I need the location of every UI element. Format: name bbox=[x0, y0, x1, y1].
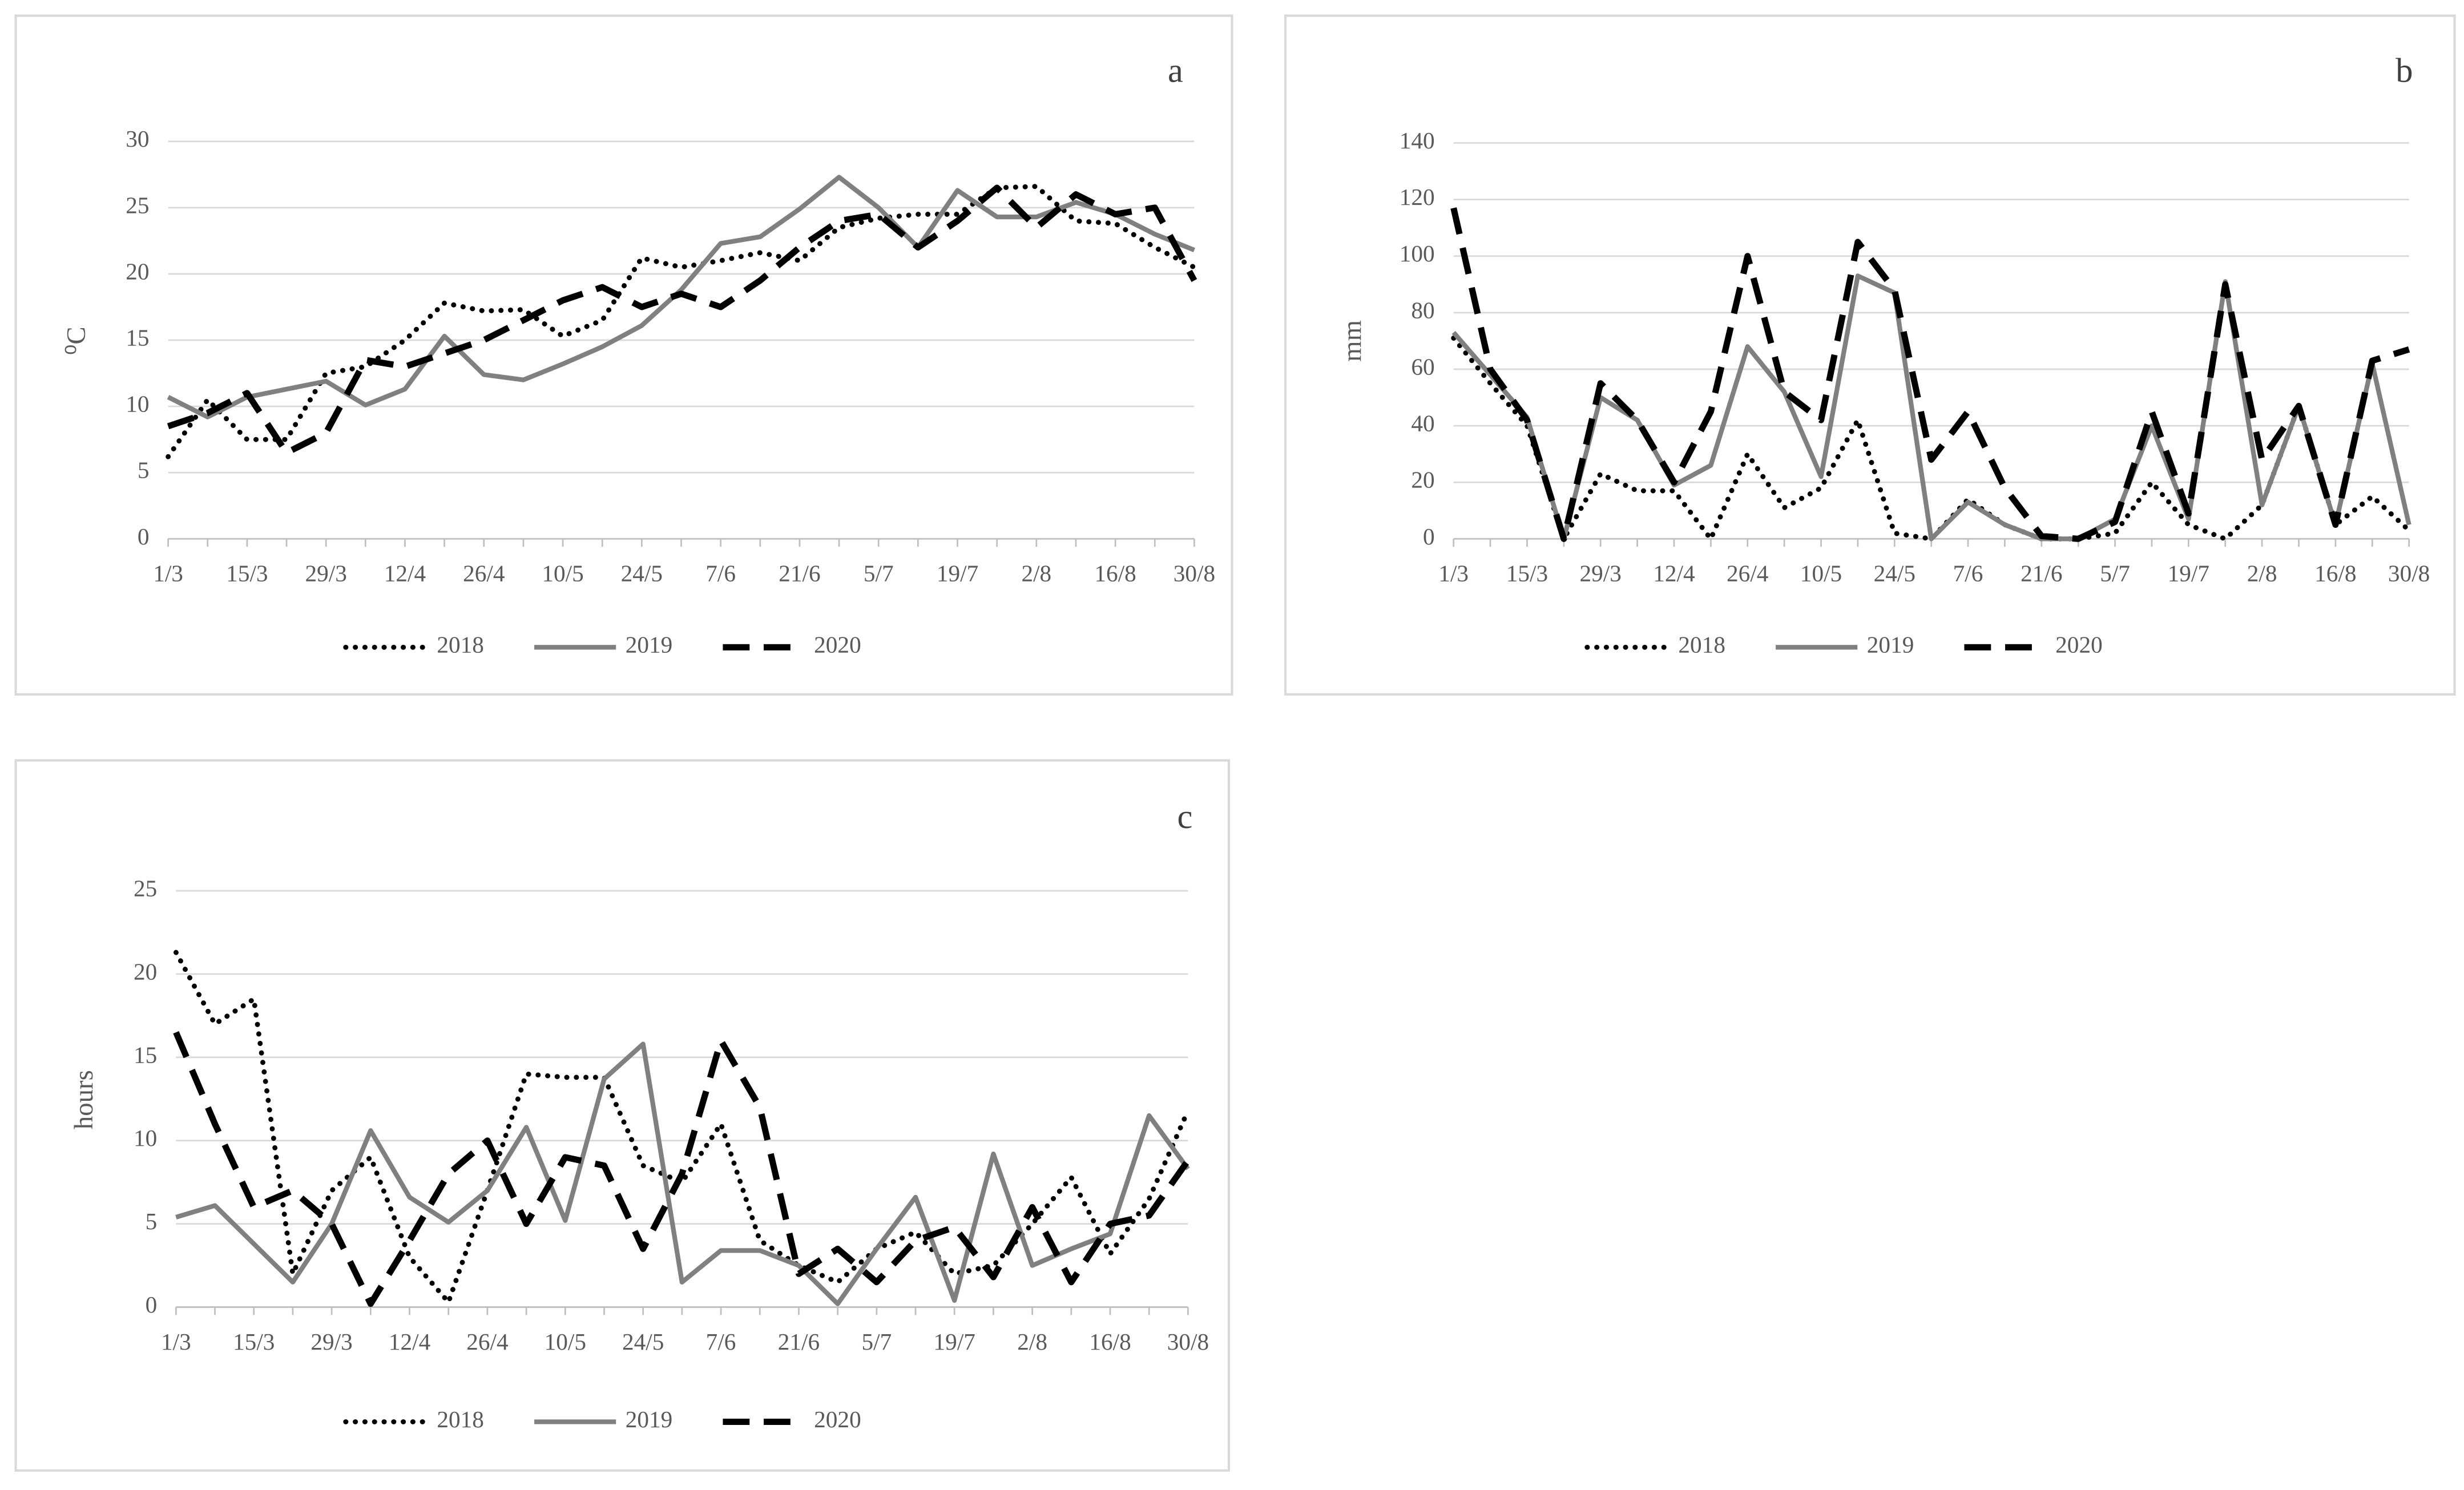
series-line bbox=[175, 1041, 1190, 1306]
x-tick-label: 2/8 bbox=[1021, 560, 1051, 587]
x-tick-label: 24/5 bbox=[622, 1329, 664, 1355]
x-tick-label: 21/6 bbox=[2021, 560, 2062, 587]
y-tick-label: 30 bbox=[126, 126, 149, 152]
x-tick-label: 19/7 bbox=[2168, 560, 2209, 587]
panel-label: b bbox=[2396, 51, 2413, 90]
x-tick-label: 30/8 bbox=[2388, 560, 2430, 587]
x-tick-label: 7/6 bbox=[705, 560, 736, 587]
y-tick-label: 25 bbox=[134, 875, 157, 901]
legend-label: 2018 bbox=[1678, 632, 1725, 658]
x-tick-label: 7/6 bbox=[1953, 560, 1983, 587]
x-tick-label: 1/3 bbox=[153, 560, 183, 587]
y-tick-label: 5 bbox=[138, 457, 150, 483]
x-tick-label: 1/3 bbox=[161, 1329, 191, 1355]
y-tick-label: 120 bbox=[1400, 184, 1435, 210]
x-tick-label: 16/8 bbox=[2314, 560, 2356, 587]
y-axis-title: mm bbox=[1337, 320, 1367, 362]
x-tick-label: 19/7 bbox=[934, 1329, 975, 1355]
chart-panel: a ⁰C 0 5 10 15 20 25 30 1/3 15/3 29/3 12/4 26/4 10/5 24… bbox=[14, 14, 1233, 696]
x-tick-label: 5/7 bbox=[2100, 560, 2130, 587]
y-axis-title: hours bbox=[69, 1070, 99, 1129]
y-tick-label: 25 bbox=[126, 192, 149, 218]
legend-label: 2020 bbox=[814, 1406, 861, 1432]
x-tick-label: 26/4 bbox=[1727, 560, 1768, 587]
y-tick-label: 60 bbox=[1411, 353, 1434, 379]
x-tick-label: 5/7 bbox=[861, 1329, 892, 1355]
x-tick-label: 16/8 bbox=[1089, 1329, 1131, 1355]
x-tick-label: 7/6 bbox=[706, 1329, 736, 1355]
y-tick-label: 10 bbox=[134, 1125, 157, 1151]
y-tick-label: 0 bbox=[138, 523, 150, 550]
y-tick-label: 20 bbox=[126, 258, 149, 284]
x-tick-label: 15/3 bbox=[233, 1329, 275, 1355]
legend-label: 2020 bbox=[2055, 632, 2103, 658]
y-tick-label: 15 bbox=[134, 1041, 157, 1068]
x-tick-label: 30/8 bbox=[1167, 1329, 1209, 1355]
x-tick-label: 16/8 bbox=[1094, 560, 1136, 587]
series-line bbox=[1451, 336, 2412, 542]
y-tick-label: 15 bbox=[126, 325, 149, 351]
x-tick-label: 10/5 bbox=[542, 560, 583, 587]
x-tick-label: 10/5 bbox=[545, 1329, 586, 1355]
x-tick-label: 19/7 bbox=[937, 560, 978, 587]
y-tick-label: 10 bbox=[126, 391, 149, 417]
y-tick-label: 20 bbox=[134, 958, 157, 984]
legend-label: 2019 bbox=[1867, 632, 1914, 658]
x-tick-label: 1/3 bbox=[1438, 560, 1469, 587]
panel-label: a bbox=[1168, 51, 1183, 90]
y-tick-label: 20 bbox=[1411, 467, 1434, 493]
legend-label: 2019 bbox=[626, 632, 673, 658]
x-tick-label: 12/4 bbox=[389, 1329, 430, 1355]
x-tick-label: 24/5 bbox=[621, 560, 663, 587]
panel-frame bbox=[1284, 14, 2456, 696]
legend-label: 2018 bbox=[437, 1406, 484, 1432]
x-tick-label: 15/3 bbox=[1506, 560, 1548, 587]
x-tick-label: 2/8 bbox=[1017, 1329, 1047, 1355]
x-tick-label: 12/4 bbox=[1653, 560, 1695, 587]
legend-label: 2020 bbox=[814, 632, 861, 658]
series-line bbox=[173, 1031, 1191, 1307]
y-tick-label: 0 bbox=[146, 1291, 158, 1318]
y-tick-label: 40 bbox=[1411, 410, 1434, 437]
panel-frame bbox=[14, 759, 1231, 1472]
legend-label: 2019 bbox=[626, 1406, 673, 1432]
y-axis-title: ⁰C bbox=[61, 326, 91, 355]
panel-label: c bbox=[1177, 798, 1192, 836]
y-tick-label: 140 bbox=[1400, 127, 1435, 154]
legend-label: 2018 bbox=[437, 632, 484, 658]
y-tick-label: 5 bbox=[146, 1208, 158, 1234]
x-tick-label: 10/5 bbox=[1800, 560, 1842, 587]
panel-frame bbox=[14, 14, 1233, 696]
series-line bbox=[1451, 273, 2411, 542]
x-tick-label: 12/4 bbox=[384, 560, 426, 587]
x-tick-label: 2/8 bbox=[2247, 560, 2277, 587]
series-line bbox=[167, 184, 1197, 456]
x-tick-label: 5/7 bbox=[864, 560, 894, 587]
x-tick-label: 29/3 bbox=[1580, 560, 1622, 587]
y-tick-label: 0 bbox=[1423, 523, 1435, 550]
y-tick-label: 100 bbox=[1400, 240, 1435, 266]
x-tick-label: 29/3 bbox=[305, 560, 346, 587]
x-tick-label: 26/4 bbox=[466, 1329, 508, 1355]
x-tick-label: 29/3 bbox=[310, 1329, 352, 1355]
x-tick-label: 30/8 bbox=[1173, 560, 1215, 587]
x-tick-label: 21/6 bbox=[779, 560, 820, 587]
y-tick-label: 80 bbox=[1411, 297, 1434, 323]
chart-panel: c hours 0 5 10 15 20 25 1/3 15/3 29/3 12/4 26/4 10/5 2… bbox=[14, 759, 1231, 1472]
chart-panel: b mm 0 20 40 60 80 100 120 140 1/3 15/3 29/3 12/4 26/4… bbox=[1284, 14, 2456, 696]
series-line bbox=[1450, 207, 2410, 542]
x-tick-label: 21/6 bbox=[778, 1329, 820, 1355]
x-tick-label: 24/5 bbox=[1874, 560, 1915, 587]
x-tick-label: 15/3 bbox=[226, 560, 268, 587]
series-line bbox=[166, 184, 1197, 459]
x-tick-label: 26/4 bbox=[463, 560, 505, 587]
